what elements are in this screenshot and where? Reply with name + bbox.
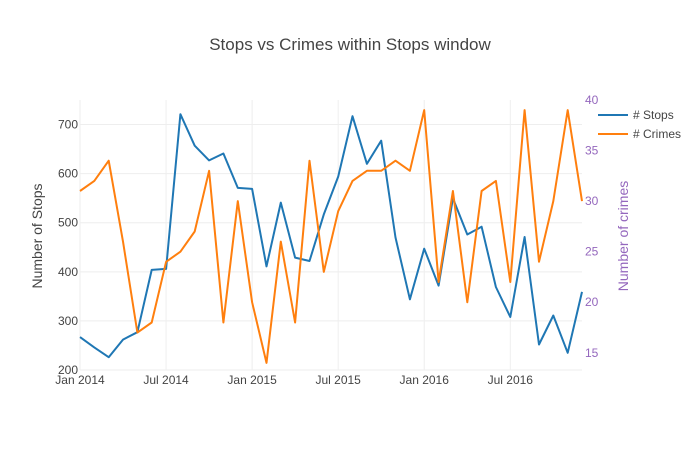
y2-tick-label: 15 (585, 346, 599, 360)
legend-label-stops[interactable]: # Stops (633, 108, 674, 122)
series-lines (79, 109, 583, 364)
x-tick-label: Jul 2015 (315, 373, 361, 387)
gridlines (79, 100, 582, 371)
series-line-crimes[interactable] (79, 109, 583, 364)
y2-tick-label: 35 (585, 144, 599, 158)
legend: # Stops # Crimes (598, 108, 681, 141)
x-tick-label: Jan 2015 (227, 373, 277, 387)
chart-title: Stops vs Crimes within Stops window (209, 35, 491, 54)
y-tick-label: 200 (58, 363, 78, 377)
y-tick-label: 300 (58, 314, 78, 328)
x-tick-label: Jul 2016 (488, 373, 534, 387)
x-tick-label: Jan 2016 (400, 373, 450, 387)
x-tick-label: Jul 2014 (143, 373, 189, 387)
y-axis-title: Number of Stops (29, 183, 45, 288)
x-tick-label: Jan 2014 (55, 373, 105, 387)
y-tick-label: 700 (58, 118, 78, 132)
y2-tick-label: 30 (585, 194, 599, 208)
legend-label-crimes[interactable]: # Crimes (633, 127, 681, 141)
y2-tick-label: 40 (585, 93, 599, 107)
y2-tick-label: 25 (585, 245, 599, 259)
y-tick-label: 500 (58, 216, 78, 230)
y-tick-label: 600 (58, 167, 78, 181)
y2-tick-label: 20 (585, 295, 599, 309)
y-tick-label: 400 (58, 265, 78, 279)
tick-labels: Jan 2014 Jul 2014 Jan 2015 Jul 2015 Jan 2016… (55, 93, 598, 387)
y2-axis-title: Number of crimes (615, 181, 631, 291)
